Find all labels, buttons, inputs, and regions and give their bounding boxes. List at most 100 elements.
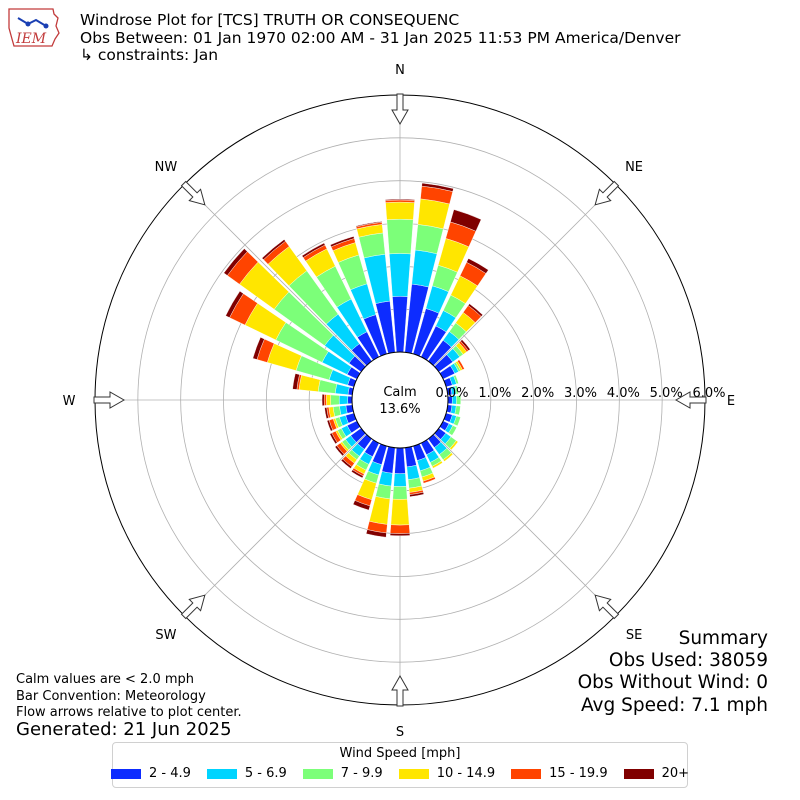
- wind-bar-segment: [334, 445, 345, 457]
- wind-bar-segment: [351, 469, 364, 479]
- wind-bar-segment: [329, 432, 338, 445]
- wind-bar-segment: [385, 201, 415, 220]
- wind-bar-segment: [358, 232, 386, 259]
- wind-bar-segment: [334, 383, 350, 395]
- wind-bar-segment: [225, 290, 244, 318]
- legend-swatch: [110, 768, 141, 779]
- summary-obs-without-wind: Obs Without Wind: 0: [577, 672, 768, 694]
- wind-bar-segment: [292, 373, 300, 390]
- wind-bar-segment: [411, 249, 438, 288]
- wind-bar-segment: [330, 394, 340, 406]
- radial-tick-label: 5.0%: [650, 386, 683, 401]
- summary-box: Summary Obs Used: 38059 Obs Without Wind…: [578, 628, 768, 717]
- generated-date: Generated: 21 Jun 2025: [16, 719, 232, 740]
- summary-avg-speed: Avg Speed: 7.1 mph: [580, 694, 768, 716]
- calm-value: 13.6%: [379, 402, 420, 417]
- wind-bar-segment: [340, 458, 353, 469]
- wind-bar-segment: [409, 491, 425, 497]
- chart-title: Windrose Plot for [TCS] TRUTH OR CONSEQU…: [80, 11, 460, 29]
- legend-item: 5 - 6.9: [206, 766, 287, 781]
- wind-bar-segment: [261, 239, 286, 260]
- legend-item: 15 - 19.9: [511, 766, 608, 781]
- calm-note: Calm values are < 2.0 mph: [16, 672, 195, 687]
- compass-label-nw: NW: [155, 160, 178, 175]
- compass-label-ne: NE: [625, 160, 643, 175]
- legend-label: 15 - 19.9: [549, 766, 608, 781]
- wind-bar-segment: [321, 394, 325, 406]
- legend-item: 10 - 14.9: [398, 766, 496, 781]
- wind-bar-segment: [375, 483, 392, 500]
- legend-label: 10 - 14.9: [436, 766, 496, 781]
- wind-bar-segment: [421, 182, 454, 192]
- legend-swatch: [398, 768, 429, 779]
- grid-ring: [137, 137, 663, 663]
- wind-bar-segment: [457, 359, 465, 371]
- wind-bar-segment: [442, 452, 454, 462]
- flow-arrow: [93, 391, 126, 409]
- flow-arrows-note: Flow arrows relative to plot center.: [16, 705, 242, 720]
- compass-label-n: N: [395, 63, 405, 78]
- legend-swatch: [206, 768, 237, 779]
- wind-bar-segment: [422, 476, 436, 484]
- flow-arrow-shape: [391, 674, 409, 707]
- wind-bar-segment: [450, 209, 482, 232]
- wind-bar-segment: [369, 496, 391, 525]
- compass-label-s: S: [396, 725, 404, 740]
- summary-title: Summary: [678, 628, 768, 649]
- flow-arrow: [180, 594, 206, 620]
- legend-items: 2 - 4.9 5 - 6.9 7 - 9.9 10 - 14.9 15 - 19.9 2…: [110, 766, 690, 781]
- compass-label-e: E: [727, 394, 735, 409]
- flow-arrow-shape: [391, 93, 409, 126]
- wind-bar-segment: [460, 339, 471, 351]
- wind-bar-segment: [352, 500, 371, 511]
- wind-bar-segment: [389, 253, 411, 297]
- wind-bar-segment: [326, 394, 331, 406]
- legend-label: 5 - 6.9: [244, 766, 287, 781]
- legend-item: 20+: [623, 766, 690, 781]
- wind-bar-segment: [453, 415, 461, 427]
- flow-arrow-shape: [594, 594, 620, 620]
- radial-tick-label: 1.0%: [478, 386, 511, 401]
- wind-bar-segment: [323, 394, 327, 406]
- wind-bar-segment: [338, 395, 349, 405]
- svg-text:IEM: IEM: [15, 31, 47, 47]
- legend-swatch: [511, 768, 542, 779]
- wind-bar-segment: [449, 440, 459, 451]
- wind-bar-segment: [454, 385, 459, 395]
- wind-bar-segment: [394, 447, 406, 474]
- legend-label: 2 - 4.9: [148, 766, 191, 781]
- legend-swatch: [302, 768, 333, 779]
- wind-bar-segment: [456, 395, 462, 405]
- wind-bar-segment: [326, 419, 334, 432]
- wind-bar-segment: [389, 533, 411, 537]
- flow-arrow: [594, 594, 620, 620]
- calm-circle: [351, 351, 449, 449]
- wind-bar-segment: [454, 405, 461, 416]
- chart-subtitle-period: Obs Between: 01 Jan 1970 02:00 AM - 31 J…: [80, 29, 681, 47]
- wind-bar-segment: [417, 198, 450, 230]
- grid-ring: [180, 180, 620, 620]
- compass-label-sw: SW: [155, 628, 176, 643]
- wind-bar-segment: [252, 337, 265, 360]
- legend-item: 2 - 4.9: [110, 766, 191, 781]
- wind-bar-segment: [466, 258, 489, 274]
- wind-bar-segment: [365, 529, 387, 538]
- flow-arrow-shape: [674, 391, 707, 409]
- compass-label-se: SE: [626, 628, 642, 643]
- wind-bar-segment: [223, 248, 248, 276]
- wind-bar-segment: [301, 242, 326, 258]
- legend-swatch: [623, 768, 654, 779]
- legend: Wind Speed [mph] 2 - 4.9 5 - 6.9 7 - 9.9 10…: [110, 742, 690, 788]
- radial-tick-label: 4.0%: [607, 386, 640, 401]
- summary-obs-used: Obs Used: 38059: [608, 650, 768, 672]
- wind-bar-segment: [415, 224, 444, 255]
- legend-label: 7 - 9.9: [340, 766, 383, 781]
- wind-bar-segment: [378, 471, 393, 487]
- radial-tick-label: 2.0%: [521, 386, 554, 401]
- flow-arrow-shape: [180, 180, 206, 206]
- wind-bars: [223, 182, 489, 538]
- legend-label: 20+: [661, 766, 690, 781]
- flow-arrow: [391, 93, 409, 126]
- iem-logo: IEM: [8, 8, 60, 47]
- wind-bar-segment: [298, 374, 321, 392]
